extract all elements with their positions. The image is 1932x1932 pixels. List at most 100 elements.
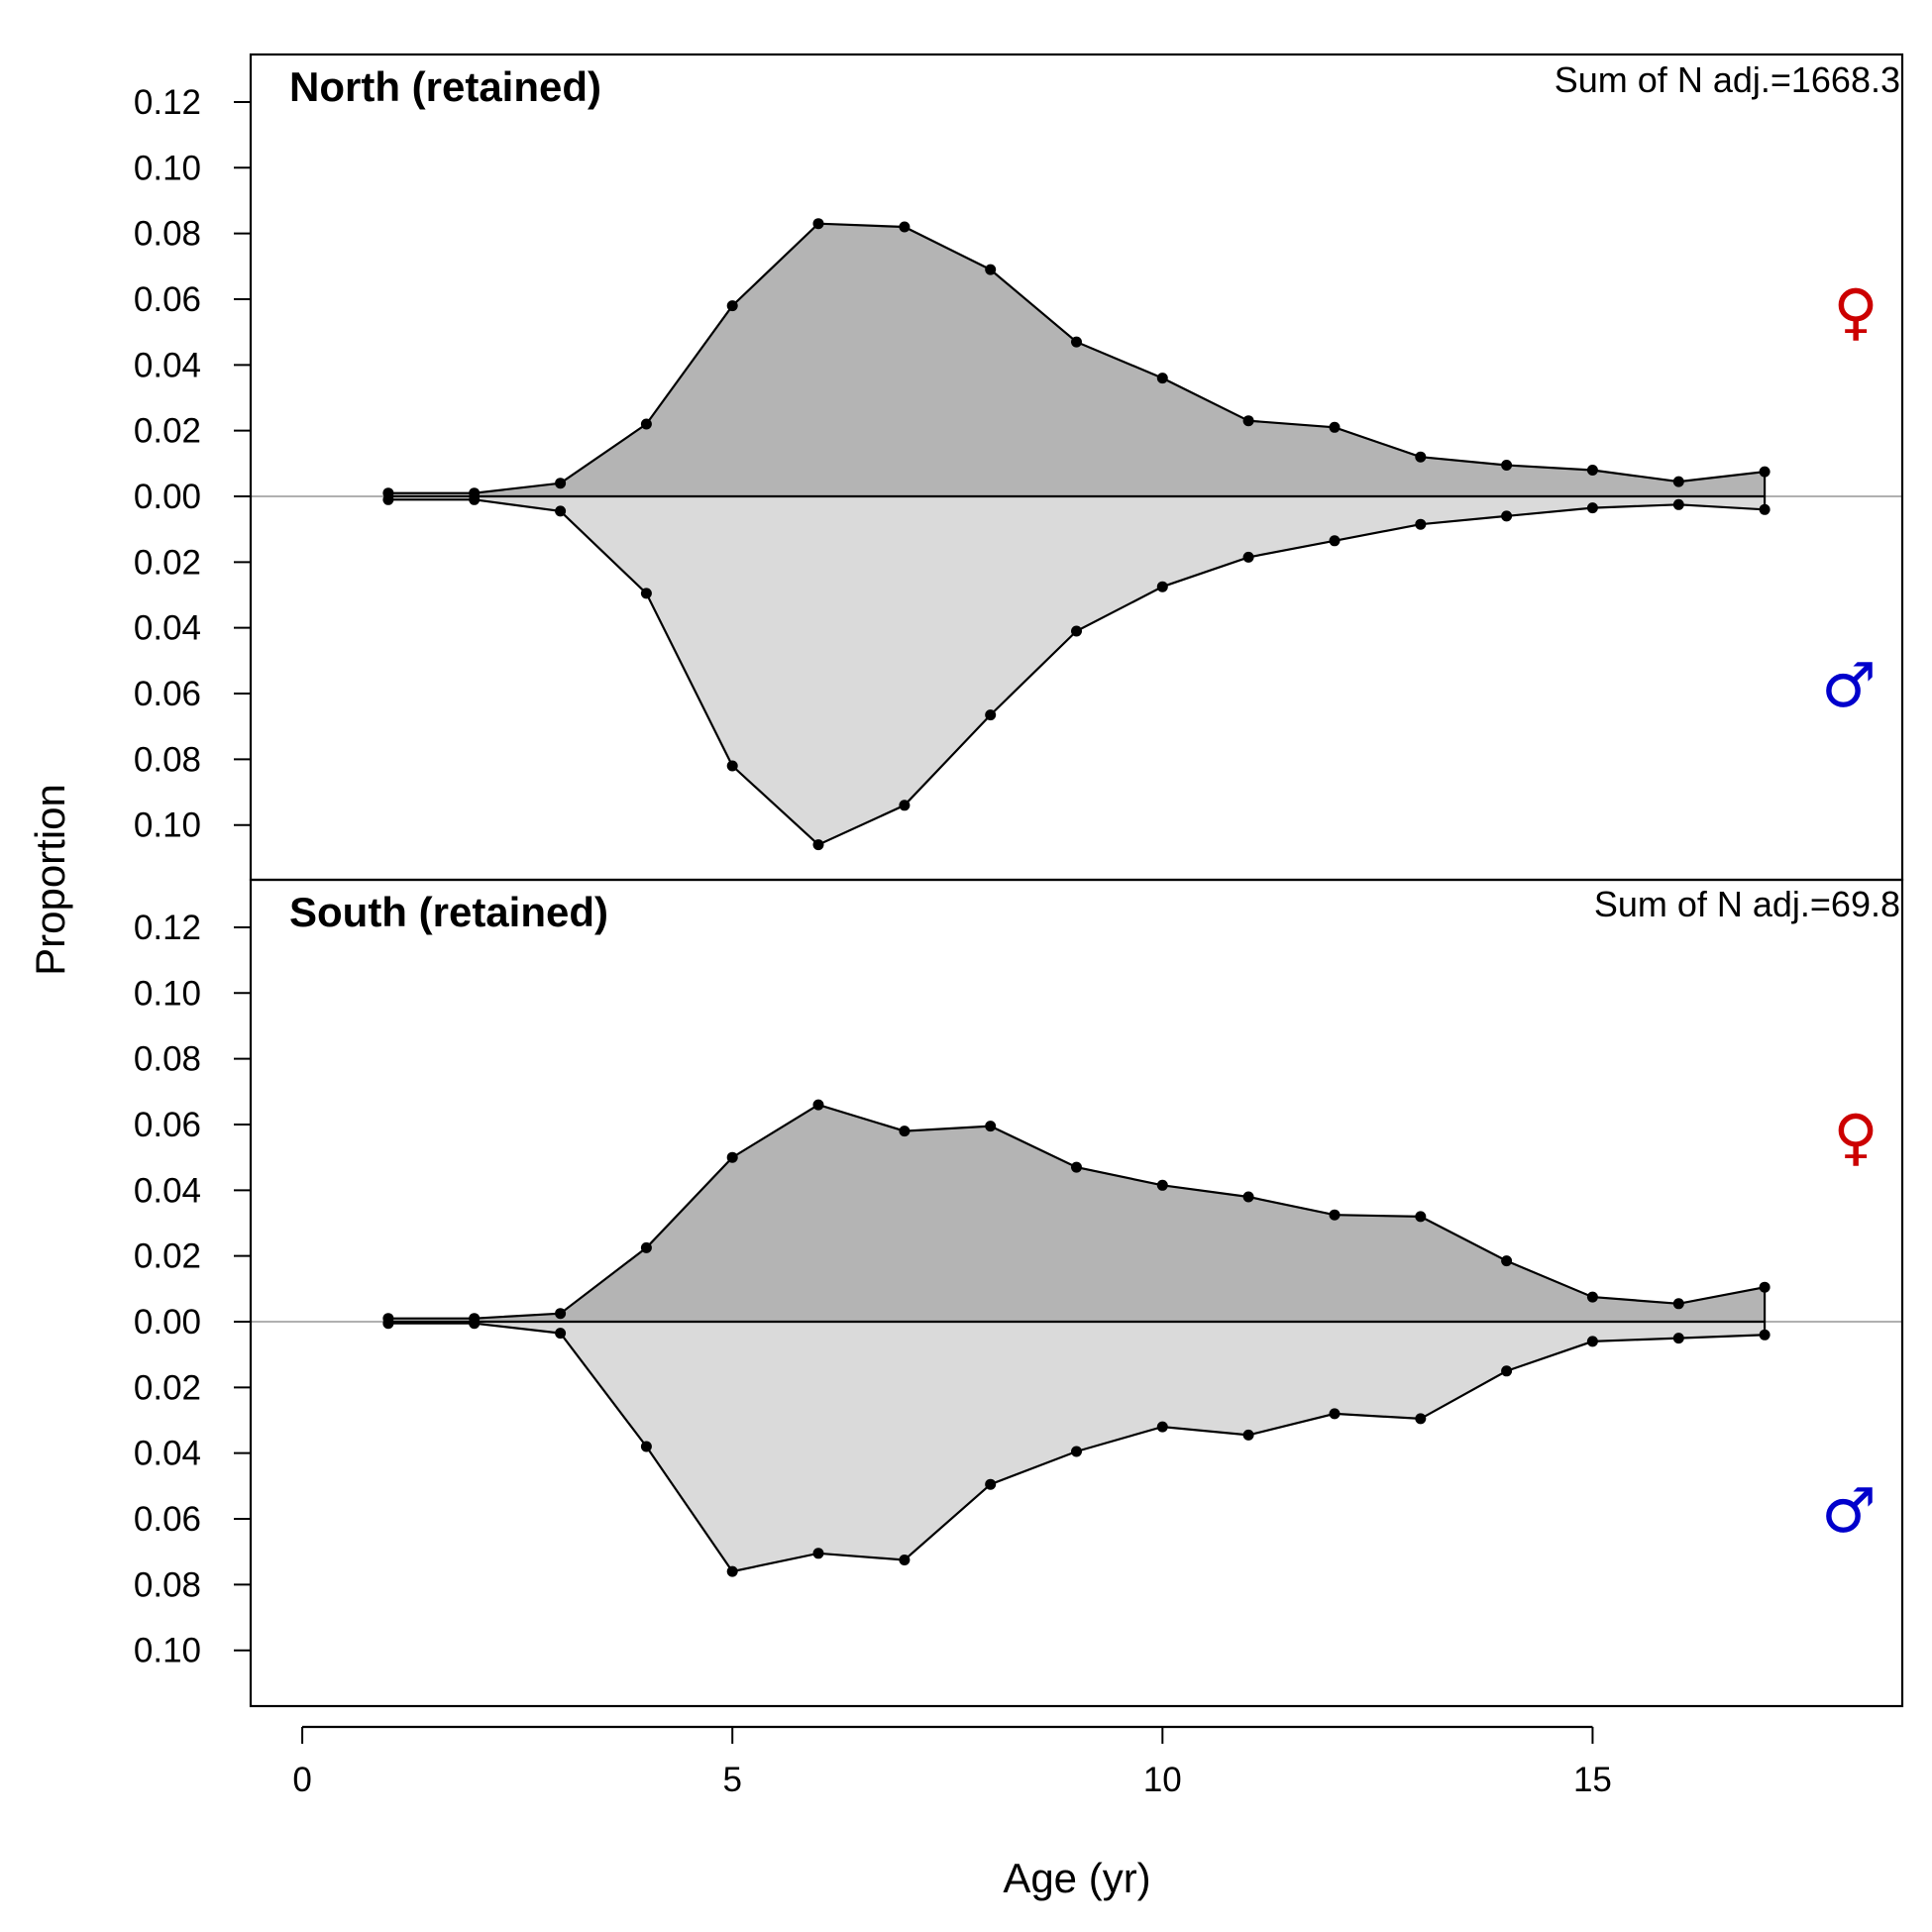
- north-male-point: [1415, 518, 1427, 530]
- south-male-point: [726, 1565, 738, 1577]
- south-male-point: [1071, 1446, 1082, 1457]
- south-y-tick-label: 0.02: [134, 1237, 201, 1276]
- north-y-tick-label: 0.12: [134, 83, 201, 122]
- north-y-tick-label: 0.08: [134, 215, 201, 254]
- south-male-point: [1242, 1429, 1254, 1441]
- south-female-point: [899, 1126, 911, 1137]
- south-male-point: [1329, 1408, 1341, 1420]
- north-male-point: [1759, 503, 1771, 515]
- north-female-point: [1672, 476, 1684, 487]
- south-y-tick-label: 0.02: [134, 1368, 201, 1407]
- south-female-point: [1242, 1191, 1254, 1203]
- north-y-tick-label: 0.10: [134, 149, 201, 187]
- north-female-area: [387, 223, 1766, 496]
- female-symbol-icon: ♀: [1833, 1101, 1878, 1173]
- south-panel: 0.00 0.02 0.04 0.06 0.08 0.10 0.12 0.02 0.04 0.06…: [134, 878, 1904, 1708]
- north-female-point: [1242, 415, 1254, 427]
- south-female-point: [985, 1121, 997, 1132]
- north-female-point: [1415, 451, 1427, 463]
- north-female-point: [555, 478, 567, 489]
- north-y-tick-label: 0.10: [134, 806, 201, 845]
- south-female-point: [1415, 1211, 1427, 1223]
- male-symbol-icon: ♂: [1821, 1474, 1877, 1547]
- north-male-area: [387, 496, 1766, 845]
- north-y-tick-label: 0.08: [134, 740, 201, 779]
- north-male-point: [1586, 502, 1598, 514]
- north-male-point: [812, 839, 824, 851]
- north-y-tick-label: 0.04: [134, 346, 201, 384]
- north-male-point: [640, 588, 652, 599]
- north-y-tick-label: 0.02: [134, 543, 201, 582]
- south-male-point: [1759, 1329, 1771, 1341]
- south-male-point: [1672, 1333, 1684, 1344]
- north-female-point: [726, 300, 738, 312]
- north-y-tick-label: 0.00: [134, 478, 201, 516]
- north-male-point: [555, 505, 567, 517]
- south-male-point: [469, 1318, 481, 1330]
- north-y-tick-label: 0.02: [134, 412, 201, 451]
- north-y-tick-label: 0.06: [134, 675, 201, 713]
- north-male-point: [1329, 535, 1341, 547]
- south-y-tick-label: 0.04: [134, 1171, 201, 1210]
- x-tick-label: 5: [722, 1761, 741, 1799]
- south-panel-border: [249, 878, 1904, 1708]
- north-sum-label: Sum of N adj.=1668.3: [1555, 59, 1900, 100]
- north-female-point: [1586, 465, 1598, 476]
- south-female-point: [1329, 1209, 1341, 1221]
- south-female-point: [726, 1151, 738, 1163]
- south-panel-title: South (retained): [289, 889, 608, 935]
- north-female-point: [985, 264, 997, 275]
- female-symbol-icon: ♀: [1833, 275, 1878, 348]
- south-male-point: [812, 1548, 824, 1559]
- north-female-point: [1329, 421, 1341, 433]
- north-female-point: [1759, 466, 1771, 478]
- male-symbol-icon: ♂: [1821, 649, 1877, 721]
- south-female-point: [1071, 1161, 1082, 1173]
- north-female-point: [1156, 373, 1168, 384]
- north-male-point: [1672, 498, 1684, 510]
- south-male-point: [382, 1318, 394, 1330]
- north-panel-title: North (retained): [289, 63, 601, 110]
- south-male-point: [1501, 1365, 1513, 1377]
- south-female-point: [1672, 1298, 1684, 1310]
- south-male-point: [1586, 1336, 1598, 1347]
- south-female-point: [555, 1308, 567, 1320]
- x-tick-label: 15: [1573, 1761, 1612, 1799]
- south-female-point: [640, 1241, 652, 1253]
- south-male-point: [1156, 1421, 1168, 1433]
- south-y-tick-label: 0.10: [134, 1632, 201, 1670]
- north-female-point: [640, 418, 652, 430]
- north-plot-area: 0.00 0.02 0.04 0.06 0.08 0.10 0.12 0.02 0.04 0.06…: [134, 83, 1902, 851]
- south-male-point: [640, 1441, 652, 1452]
- north-y-tick-label: 0.04: [134, 609, 201, 648]
- north-female-point: [1501, 460, 1513, 471]
- x-axis-label: Age (yr): [1003, 1855, 1150, 1901]
- south-y-tick-label: 0.04: [134, 1435, 201, 1473]
- south-female-point: [812, 1099, 824, 1111]
- x-tick-label: 10: [1143, 1761, 1182, 1799]
- south-male-point: [1415, 1413, 1427, 1425]
- south-y-tick-label: 0.06: [134, 1500, 201, 1539]
- north-male-point: [1156, 581, 1168, 592]
- x-tick-label: 0: [292, 1761, 311, 1799]
- south-sum-label: Sum of N adj.=69.8: [1594, 884, 1900, 924]
- south-female-point: [1156, 1179, 1168, 1191]
- south-male-point: [985, 1478, 997, 1490]
- south-plot-area: 0.00 0.02 0.04 0.06 0.08 0.10 0.12 0.02 0.04 0.06…: [134, 909, 1902, 1670]
- south-y-tick-label: 0.06: [134, 1106, 201, 1144]
- north-female-point: [899, 221, 911, 233]
- south-female-area: [387, 1105, 1766, 1322]
- north-male-point: [985, 709, 997, 721]
- south-y-tick-label: 0.12: [134, 909, 201, 947]
- south-female-point: [1501, 1255, 1513, 1267]
- south-male-point: [555, 1328, 567, 1340]
- south-y-tick-label: 0.08: [134, 1040, 201, 1079]
- y-axis-label: Proportion: [27, 784, 73, 976]
- north-female-point: [812, 218, 824, 230]
- north-male-point: [726, 760, 738, 772]
- north-panel: 0.00 0.02 0.04 0.06 0.08 0.10 0.12 0.02 0.04 0.06…: [134, 53, 1904, 882]
- south-male-point: [899, 1555, 911, 1565]
- north-male-point: [1242, 551, 1254, 563]
- north-male-point: [1501, 510, 1513, 522]
- north-y-tick-label: 0.06: [134, 280, 201, 319]
